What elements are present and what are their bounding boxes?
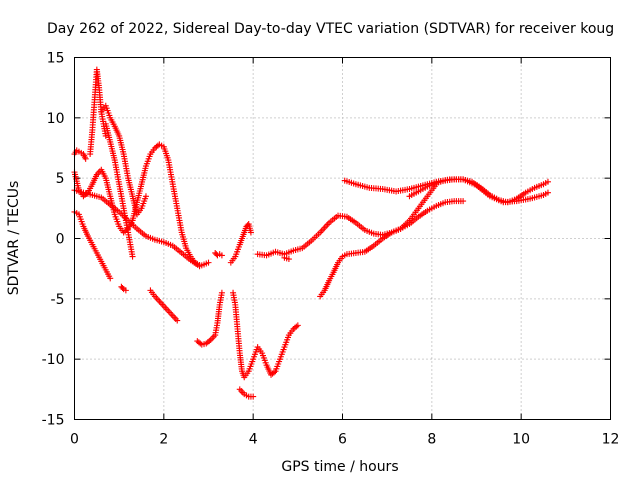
series-track-17 xyxy=(281,254,292,263)
series-track-20 xyxy=(406,176,551,206)
data-point xyxy=(205,259,212,266)
x-tick-label: 0 xyxy=(70,432,79,448)
y-tick-label: 5 xyxy=(56,171,65,187)
chart-title: Day 262 of 2022, Sidereal Day-to-day VTE… xyxy=(47,21,614,37)
data-markers xyxy=(71,66,551,400)
x-axis-label: GPS time / hours xyxy=(281,459,398,475)
x-tick-label: 10 xyxy=(512,432,530,448)
plot-frame xyxy=(74,57,611,420)
series-track-13 xyxy=(227,221,254,266)
series-track-5 xyxy=(118,283,129,294)
data-point xyxy=(107,275,114,282)
x-tick-label: 4 xyxy=(249,432,258,448)
series-track-18 xyxy=(317,198,467,300)
data-point xyxy=(196,262,203,269)
x-tick-labels: 0 2 4 6 8 10 12 xyxy=(70,432,619,448)
x-tick-label: 6 xyxy=(338,432,347,448)
series-track-11 xyxy=(212,249,225,259)
data-point xyxy=(247,229,254,236)
x-tick-label: 12 xyxy=(602,432,620,448)
grid xyxy=(74,57,611,420)
y-tick-label: 0 xyxy=(56,232,65,248)
data-point xyxy=(174,317,181,324)
series-track-15 xyxy=(236,386,257,400)
series-track-14 xyxy=(230,289,301,381)
series-track-10 xyxy=(147,287,181,324)
data-point xyxy=(544,189,551,196)
y-axis-label: SDTVAR / TECUs xyxy=(6,181,22,296)
data-point xyxy=(218,252,225,259)
data-point xyxy=(142,193,149,200)
series-track-12 xyxy=(194,289,225,348)
data-point xyxy=(544,178,551,185)
data-point xyxy=(218,289,225,296)
y-tick-labels: -15 -10 -5 0 5 10 15 xyxy=(42,51,65,429)
series-track-9 xyxy=(129,141,203,269)
series-track-8 xyxy=(102,120,136,260)
y-tick-label: -10 xyxy=(42,352,65,368)
data-point xyxy=(250,393,257,400)
data-point xyxy=(460,198,467,205)
x-tick-label: 8 xyxy=(427,432,436,448)
y-tick-label: -15 xyxy=(42,413,65,429)
data-point xyxy=(82,155,89,162)
series-track-6 xyxy=(87,66,109,158)
series-track-7 xyxy=(98,102,149,218)
data-point xyxy=(102,132,109,139)
y-tick-label: -5 xyxy=(51,292,65,308)
y-tick-label: 15 xyxy=(47,51,65,67)
data-point xyxy=(122,287,129,294)
series-track-4 xyxy=(71,208,114,282)
data-point xyxy=(294,322,301,329)
data-point xyxy=(285,256,292,263)
data-point xyxy=(119,284,126,291)
x-tick-label: 2 xyxy=(159,432,168,448)
y-tick-label: 10 xyxy=(47,111,65,127)
data-point xyxy=(129,253,136,260)
